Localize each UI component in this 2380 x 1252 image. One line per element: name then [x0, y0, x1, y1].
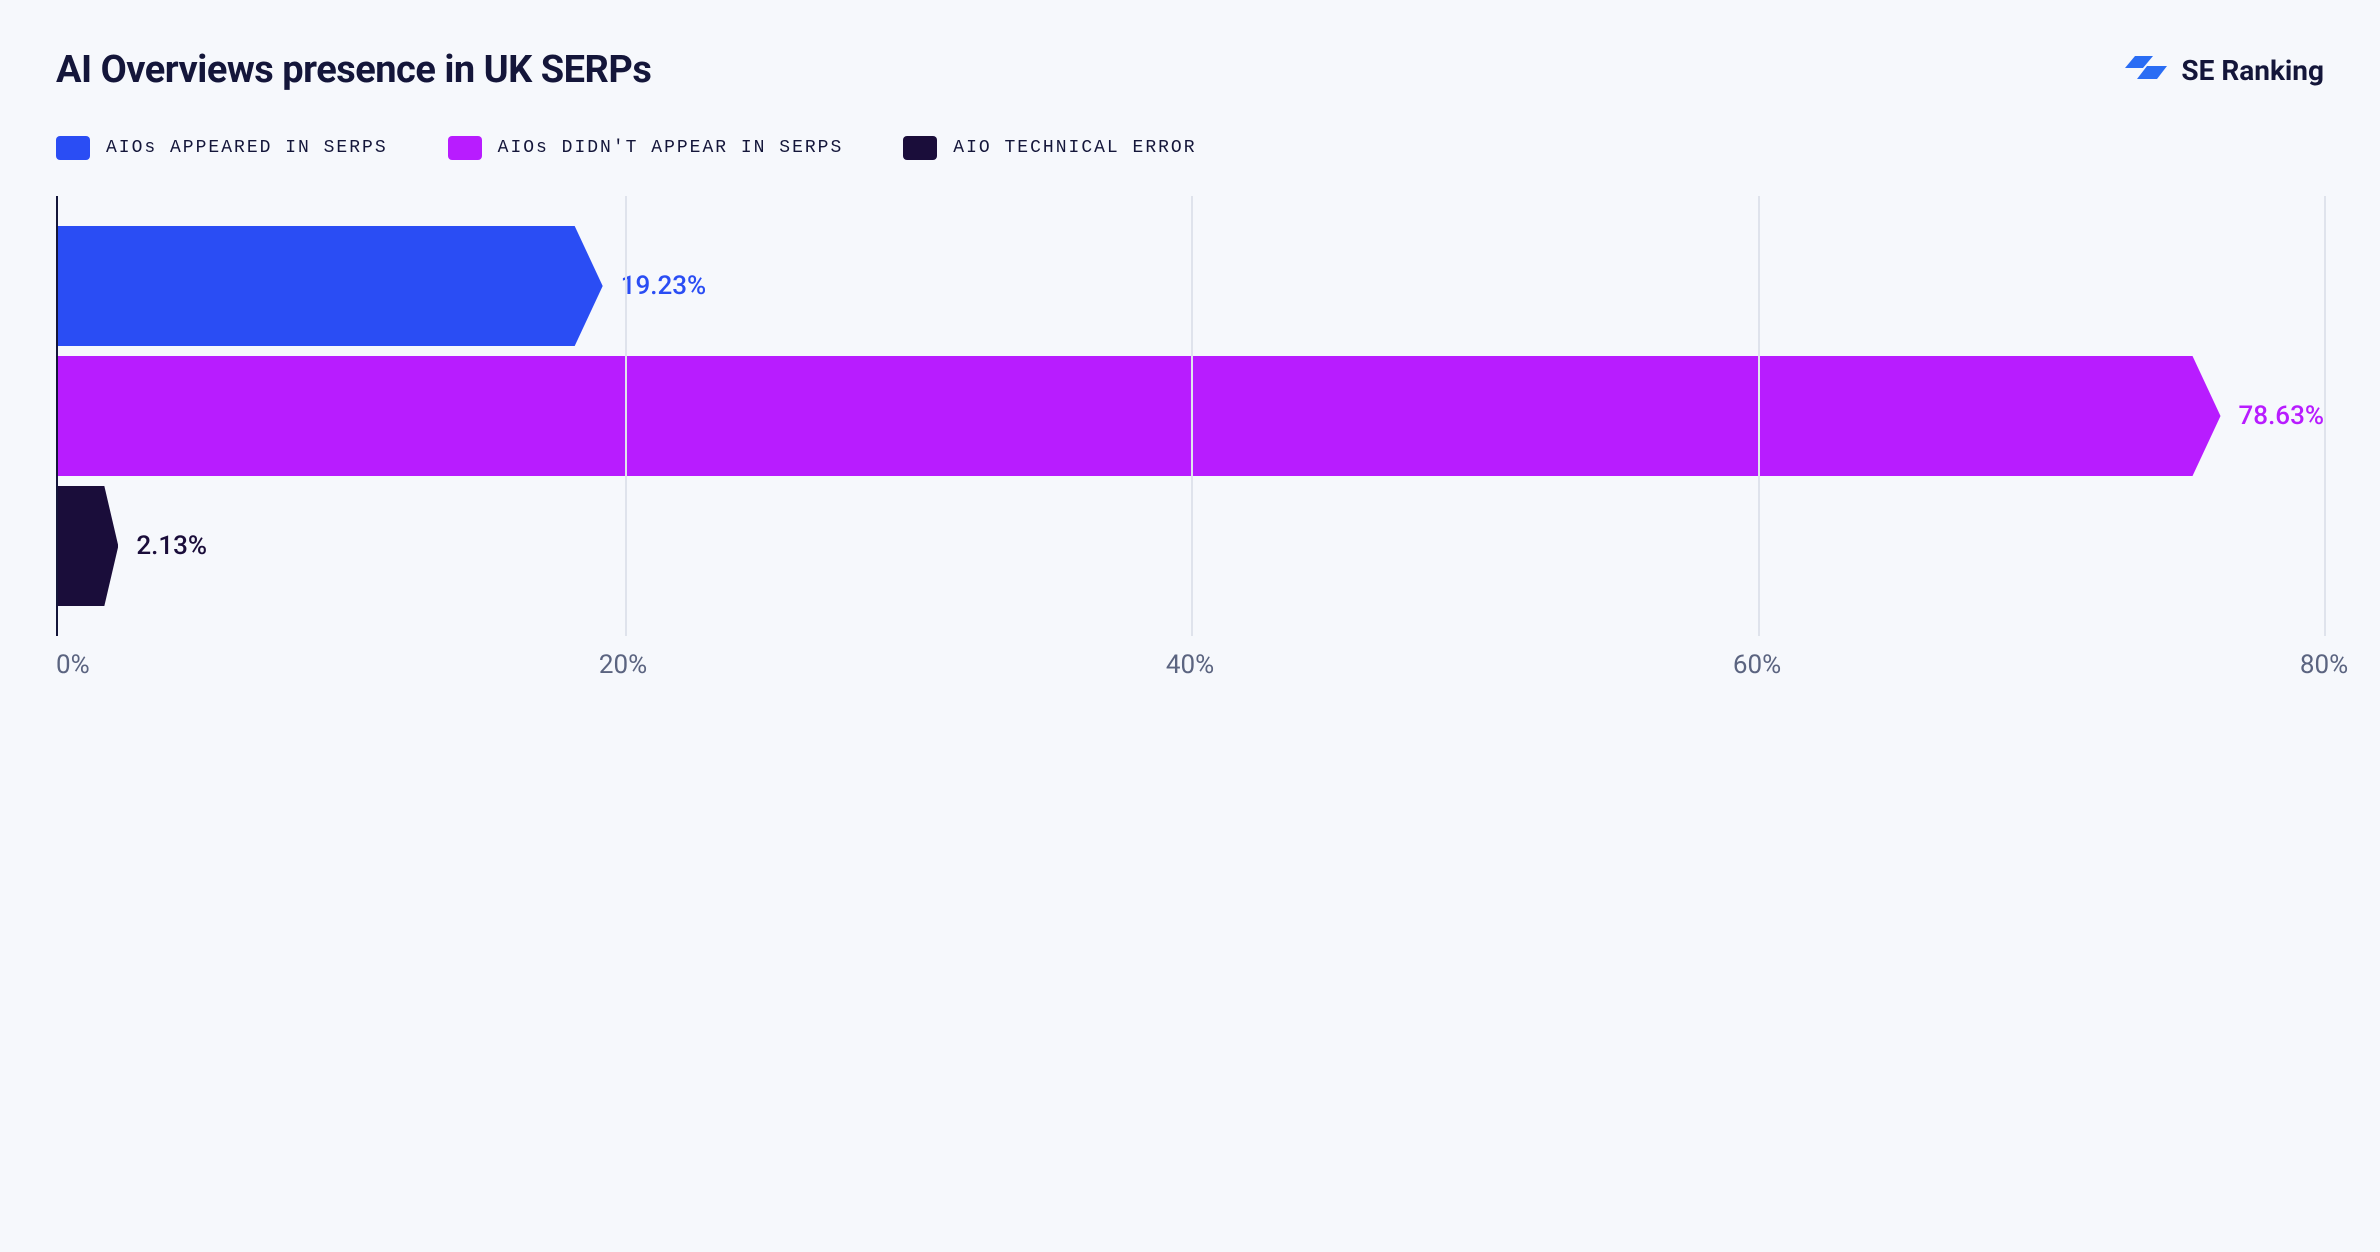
brand: SE Ranking — [2125, 49, 2324, 91]
axis-tick: 20% — [599, 650, 647, 680]
legend: AIOs APPEARED IN SERPS AIOs DIDN'T APPEA… — [56, 136, 2324, 160]
axis-tick: 40% — [1166, 650, 1214, 680]
legend-label: AIO TECHNICAL ERROR — [953, 138, 1196, 158]
gridline — [1191, 196, 1193, 636]
bar-value-label: 19.23% — [621, 271, 706, 301]
gridline — [2324, 196, 2326, 636]
bar — [58, 486, 118, 606]
axis-tick: 0% — [56, 650, 90, 680]
legend-label: AIOs DIDN'T APPEAR IN SERPS — [498, 138, 844, 158]
chart-card: AI Overviews presence in UK SERPs SE Ran… — [0, 0, 2380, 740]
legend-label: AIOs APPEARED IN SERPS — [106, 138, 388, 158]
legend-item: AIOs DIDN'T APPEAR IN SERPS — [448, 136, 844, 160]
gridline — [625, 196, 627, 636]
plot-area: 19.23% 78.63% 2.13% — [56, 196, 2324, 636]
header: AI Overviews presence in UK SERPs SE Ran… — [56, 48, 2324, 92]
legend-item: AIOs APPEARED IN SERPS — [56, 136, 388, 160]
legend-swatch — [56, 136, 90, 160]
chart: 19.23%78.63%2.13% 0%20%40%60%80% — [56, 196, 2324, 700]
x-axis: 0%20%40%60%80% — [56, 650, 2324, 700]
legend-swatch — [903, 136, 937, 160]
axis-tick: 80% — [2300, 650, 2348, 680]
brand-logo-icon — [2125, 49, 2167, 91]
chart-title: AI Overviews presence in UK SERPs — [56, 48, 651, 92]
axis-tick: 60% — [1733, 650, 1781, 680]
bar-value-label: 78.63% — [2239, 401, 2324, 431]
bar — [58, 356, 2221, 476]
bar-value-label: 2.13% — [136, 531, 207, 561]
legend-swatch — [448, 136, 482, 160]
gridline — [1758, 196, 1760, 636]
bar — [58, 226, 603, 346]
brand-name: SE Ranking — [2181, 54, 2324, 87]
legend-item: AIO TECHNICAL ERROR — [903, 136, 1196, 160]
